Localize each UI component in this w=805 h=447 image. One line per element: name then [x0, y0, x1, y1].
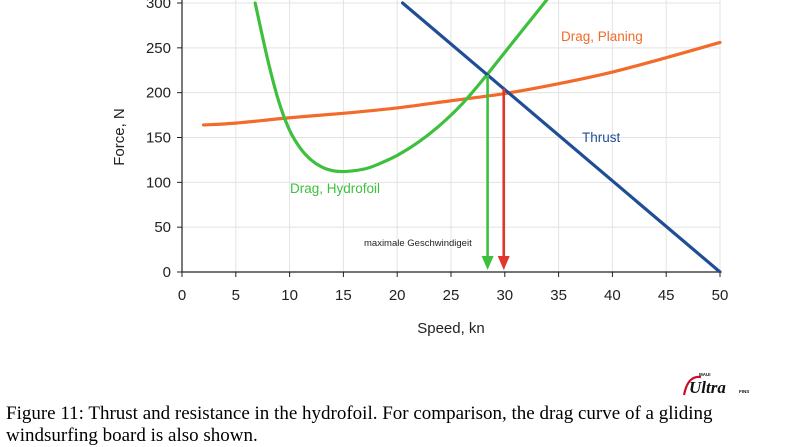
logo-suffix-text: FINS — [739, 389, 749, 394]
y-tick-label-250: 250 — [146, 40, 171, 57]
x-tick-label-25: 25 — [443, 287, 460, 304]
logo-swoosh — [682, 375, 702, 396]
series-line-drag-planing — [201, 40, 722, 127]
x-tick-label-10: 10 — [281, 287, 298, 304]
y-tick-label-200: 200 — [146, 85, 171, 102]
series-line-drag-hydrofoil — [253, 0, 549, 174]
label-drag-planing: Drag, Planing — [561, 29, 643, 44]
x-tick-label-45: 45 — [658, 287, 675, 304]
y-tick-label-50: 50 — [154, 219, 171, 236]
x-axis-title: Speed, kn — [417, 320, 485, 337]
axes — [177, 0, 721, 277]
series-lines — [201, 0, 722, 273]
x-tick-label-50: 50 — [712, 287, 729, 304]
label-thrust: Thrust — [582, 130, 621, 145]
arrow-planing-max-speed-head — [497, 256, 510, 270]
logo-top-text: MAUI — [699, 372, 711, 377]
x-tick-label-40: 40 — [604, 287, 621, 304]
maui-ultra-fins-logo: MAUI Ultra FINS — [682, 372, 749, 397]
y-tick-label-0: 0 — [163, 264, 171, 281]
x-tick-label-30: 30 — [496, 287, 513, 304]
x-tick-labels: 0 5 10 15 20 25 30 35 40 45 50 — [178, 287, 729, 304]
x-tick-label-15: 15 — [335, 287, 352, 304]
x-tick-label-35: 35 — [550, 287, 567, 304]
y-axis-title: Force, N — [111, 108, 128, 166]
y-tick-labels: 0 50 100 150 200 250 300 — [146, 0, 171, 281]
x-tick-label-20: 20 — [389, 287, 406, 304]
max-speed-arrows — [481, 75, 510, 270]
y-tick-label-300: 300 — [146, 0, 171, 12]
x-tick-label-5: 5 — [232, 287, 240, 304]
y-tick-label-150: 150 — [146, 130, 171, 147]
x-tick-label-0: 0 — [178, 287, 186, 304]
label-max-speed: maximale Geschwindigeit — [364, 238, 472, 249]
label-drag-hydrofoil: Drag, Hydrofoil — [290, 181, 380, 196]
series-line-thrust — [400, 1, 722, 273]
chart: 0 5 10 15 20 25 30 35 40 45 50 050100150200250300 … — [111, 0, 729, 337]
arrow-hydrofoil-max-speed-head — [481, 256, 494, 270]
y-tick-label-100: 100 — [146, 174, 171, 191]
figure-caption: Figure 11: Thrust and resistance in the … — [6, 403, 713, 446]
logo-main-text: Ultra — [689, 378, 726, 397]
